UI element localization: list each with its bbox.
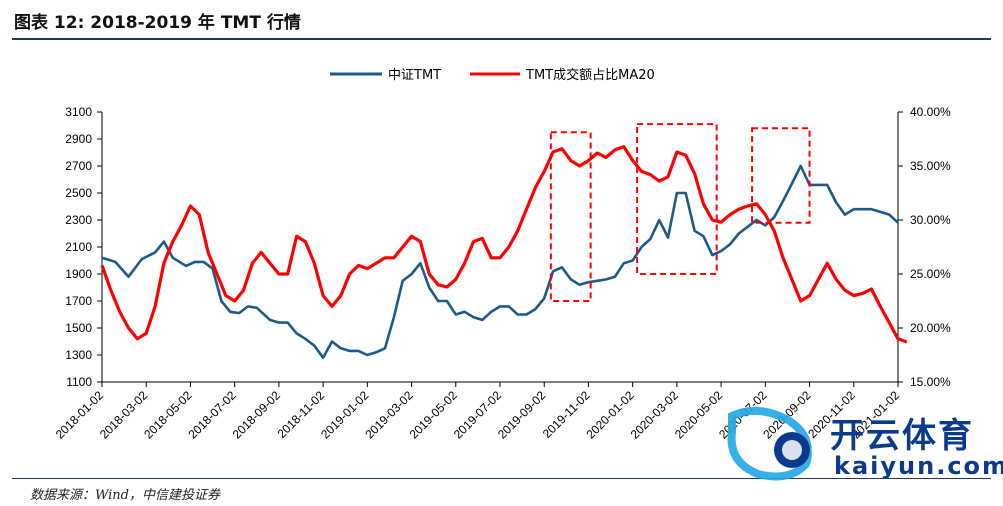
series-line-tmt	[101, 164, 899, 359]
y-left-tick-label: 2700	[65, 159, 92, 173]
y-left-tick-label: 1700	[65, 294, 92, 308]
footer-divider	[12, 478, 991, 479]
y-left-tick-label: 2100	[65, 240, 92, 254]
watermark-text-cn: 开云体育	[830, 416, 974, 456]
watermark-logo-icon	[727, 406, 812, 481]
y-right-tick-label: 35.00%	[910, 159, 951, 173]
y-right-tick-label: 40.00%	[910, 105, 951, 119]
highlight-box	[636, 123, 718, 276]
y-left-tick-label: 2300	[65, 213, 92, 227]
y-left-tick-label: 1300	[65, 348, 92, 362]
y-left-tick-label: 2500	[65, 186, 92, 200]
legend-label-ma20: TMT成交额占比MA20	[525, 67, 655, 83]
y-left-tick-label: 1500	[65, 321, 92, 335]
y-right-tick-label: 20.00%	[910, 321, 951, 335]
page-title: 图表 12: 2018-2019 年 TMT 行情	[14, 13, 301, 33]
series-line-ma20	[100, 145, 908, 344]
highlight-box	[549, 131, 592, 302]
y-left-tick-label: 2900	[65, 132, 92, 146]
highlight-box	[751, 127, 811, 224]
x-tick-label: 2019-09-02	[495, 388, 549, 442]
y-left-tick-label: 1900	[65, 267, 92, 281]
x-tick-label: 2018-09-02	[230, 388, 284, 442]
watermark-text-en: kaiyun.com	[834, 452, 1003, 480]
header-divider	[12, 38, 991, 40]
y-right-tick-label: 25.00%	[910, 267, 951, 281]
y-left-tick-label: 1100	[66, 375, 92, 389]
y-right-tick-label: 30.00%	[910, 213, 951, 227]
y-left-tick-label: 3100	[65, 105, 92, 119]
y-right-tick-label: 15.00%	[910, 375, 951, 389]
legend-label-tmt: 中证TMT	[388, 68, 441, 83]
data-source-note: 数据来源：Wind，中信建投证券	[30, 488, 220, 503]
